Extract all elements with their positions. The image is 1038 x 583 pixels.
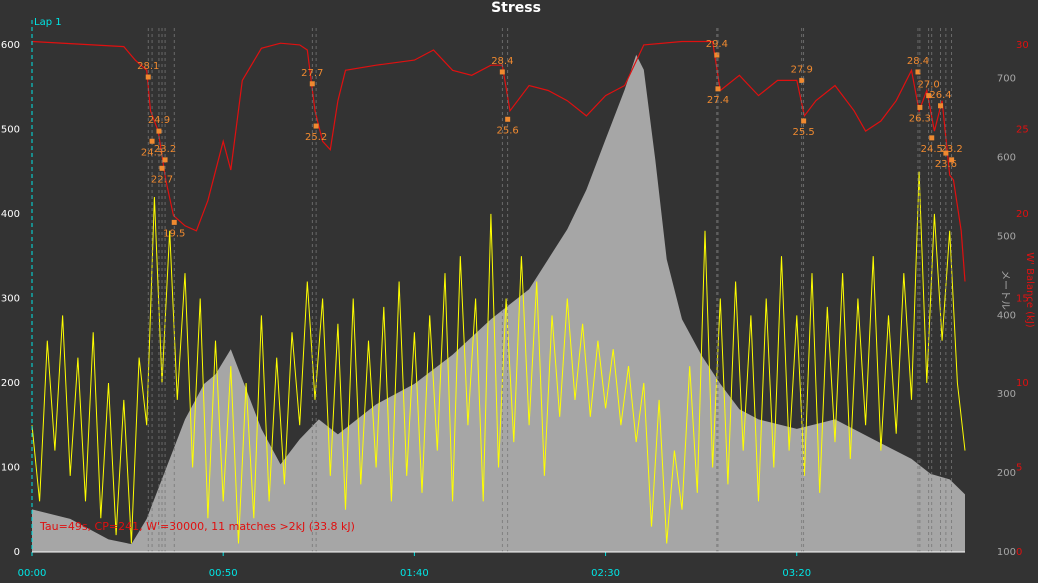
y-tick-label: 0: [14, 547, 20, 558]
match-marker: [938, 103, 944, 109]
match-label: 28.1: [137, 61, 159, 72]
y2-tick-label: 5: [1016, 462, 1022, 473]
match-marker: [309, 81, 315, 87]
match-label: 24.5: [921, 144, 943, 155]
match-marker: [929, 135, 935, 141]
annotation: Tau=49s, CP=241, W'=30000, 11 matches >2…: [39, 520, 355, 533]
match-marker: [943, 150, 949, 156]
y2-tick-label: 20: [1016, 209, 1029, 220]
match-marker: [915, 69, 921, 75]
match-marker: [917, 104, 923, 110]
match-label: 25.2: [305, 132, 327, 143]
match-marker: [949, 157, 955, 163]
match-marker: [801, 118, 807, 124]
match-label: 23.2: [940, 144, 962, 155]
match-label: 29.4: [706, 39, 728, 50]
match-marker: [171, 219, 177, 225]
match-marker: [145, 74, 151, 80]
y3-tick-label: 100: [997, 547, 1016, 558]
y3-tick-label: 300: [997, 389, 1016, 400]
match-marker: [149, 138, 155, 144]
match-label: 22.7: [151, 174, 173, 185]
x-tick-label: 01:40: [400, 568, 429, 579]
y-tick-label: 100: [1, 462, 20, 473]
match-label: 28.4: [907, 56, 929, 67]
power-line: [31, 171, 966, 544]
match-label: 19.5: [163, 228, 185, 239]
match-label: 28.4: [491, 56, 513, 67]
match-marker: [499, 69, 505, 75]
y3-tick-label: 600: [997, 152, 1016, 163]
x-tick-label: 00:50: [209, 568, 238, 579]
match-label: 25.6: [497, 125, 519, 136]
y-tick-label: 500: [1, 124, 20, 135]
y2-tick-label: 15: [1016, 293, 1029, 304]
y-tick-label: 400: [1, 209, 20, 220]
match-marker: [505, 116, 511, 122]
elevation-area: [32, 54, 965, 553]
y2-tick-label: 10: [1016, 378, 1029, 389]
y-tick-label: 600: [1, 40, 20, 51]
match-label: 24.3: [141, 147, 163, 158]
x-tick-label: 00:00: [18, 568, 47, 579]
x-tick-label: 02:30: [591, 568, 620, 579]
match-marker: [926, 93, 932, 99]
lap-label: Lap 1: [34, 17, 62, 28]
match-marker: [156, 128, 162, 134]
y3-tick-label: 700: [997, 74, 1016, 85]
y2-tick-label: 30: [1016, 40, 1029, 51]
y-tick-label: 200: [1, 378, 20, 389]
match-label: 26.3: [909, 113, 931, 124]
y3-tick-label: 400: [997, 310, 1016, 321]
y3-tick-label: 500: [997, 231, 1016, 242]
x-tick-label: 03:20: [782, 568, 811, 579]
match-label: 27.9: [791, 64, 813, 75]
y3-tick-label: 200: [997, 468, 1016, 479]
y2-axis-label: W' Balance (kJ): [1024, 252, 1035, 328]
match-label: 26.4: [929, 90, 951, 101]
match-marker: [162, 157, 168, 163]
match-marker: [715, 86, 721, 92]
match-label: 24.9: [148, 115, 170, 126]
match-label: 27.4: [707, 95, 729, 106]
match-marker: [313, 123, 319, 129]
match-label: 25.5: [793, 127, 815, 138]
match-label: 23.6: [935, 159, 957, 170]
y2-tick-label: 0: [1016, 547, 1022, 558]
y-tick-label: 300: [1, 293, 20, 304]
y3-axis-label: メートル: [999, 270, 1010, 310]
match-marker: [159, 165, 165, 171]
match-label: 23.2: [154, 144, 176, 155]
y2-tick-label: 25: [1016, 124, 1029, 135]
match-marker: [714, 52, 720, 58]
chart-title: Stress: [491, 0, 541, 16]
w-balance-line: [31, 40, 966, 282]
match-label: 27.0: [918, 80, 940, 91]
match-marker: [799, 77, 805, 83]
match-label: 27.7: [301, 68, 323, 79]
